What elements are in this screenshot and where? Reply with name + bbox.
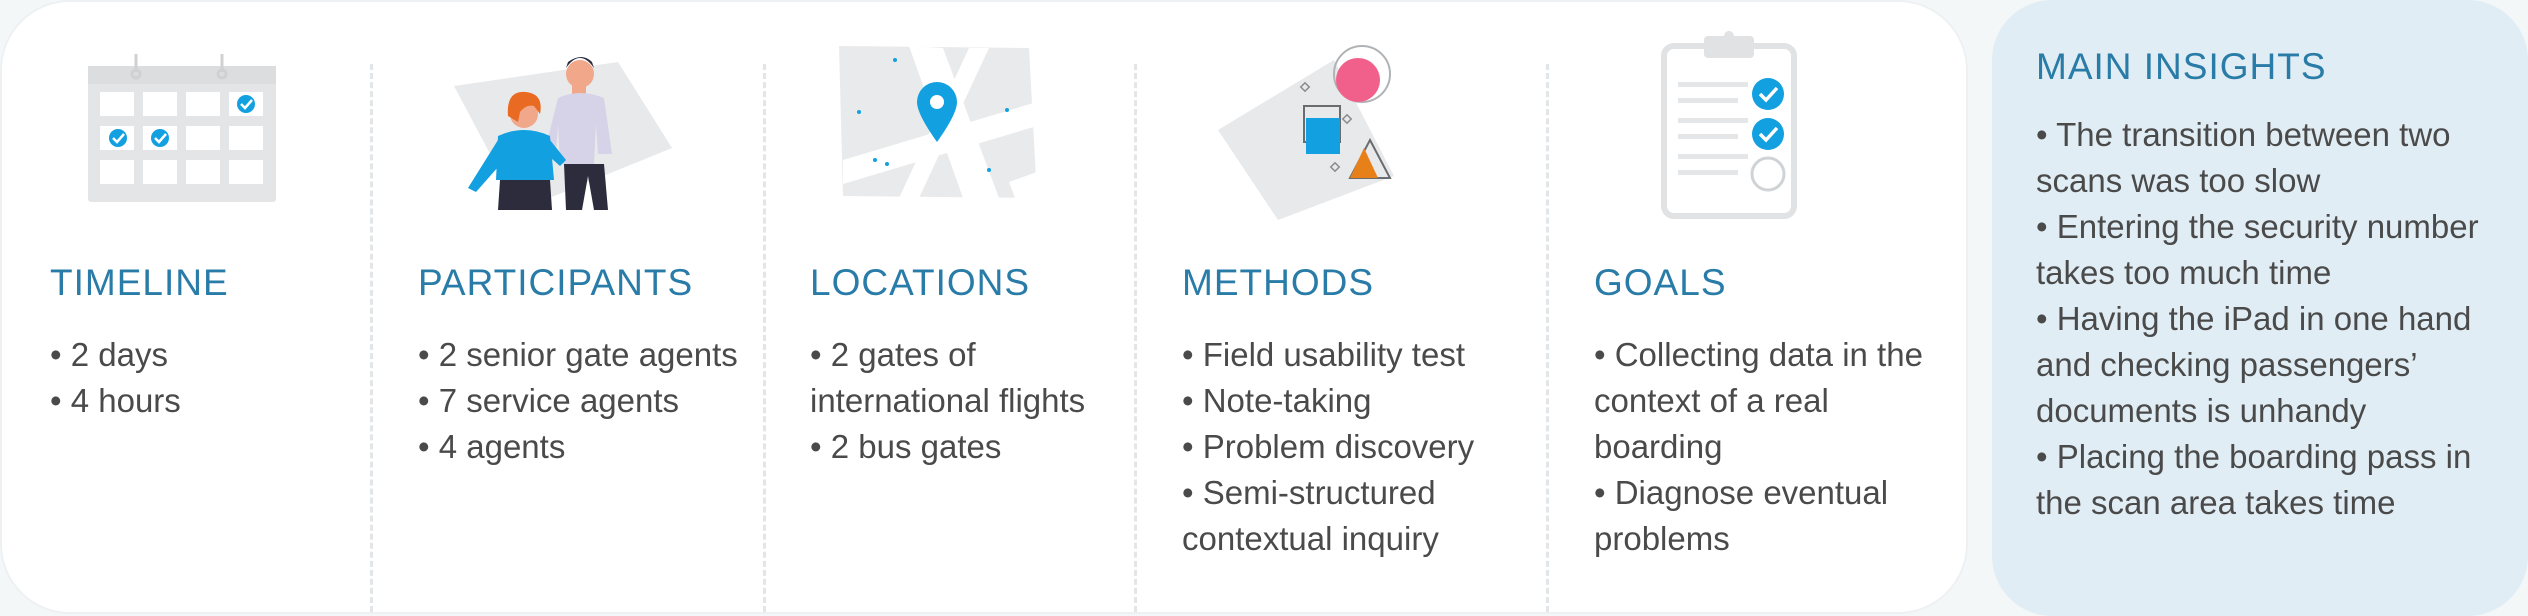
list-item: • 2 days (50, 336, 168, 373)
list-item: • 2 senior gate agents (418, 336, 738, 373)
list-item: • 4 hours (50, 382, 181, 419)
section-title: METHODS (1182, 262, 1374, 303)
section-divider (1546, 64, 1549, 612)
list-item: • Semi-structured contextual inquiry (1182, 474, 1439, 557)
section-timeline: TIMELINE • 2 days • 4 hours (0, 0, 370, 616)
insights-title: MAIN INSIGHTS (2036, 46, 2327, 87)
list-item: • Diagnose eventual problems (1594, 474, 1889, 557)
section-divider (1134, 64, 1137, 612)
list-item: • Note-taking (1182, 382, 1372, 419)
list-item: • Collecting data in the context of a re… (1594, 336, 1923, 465)
list-item: • Problem discovery (1182, 428, 1475, 465)
people-illustration (454, 57, 672, 210)
list-item: • The transition between two scans was t… (2036, 116, 2451, 199)
list-item: • 4 agents (418, 428, 566, 465)
section-goals: GOALS • Collecting data in the context o… (1546, 0, 1966, 616)
section-title: LOCATIONS (810, 262, 1031, 303)
section-locations: LOCATIONS • 2 gates of international fli… (763, 0, 1134, 616)
list-item: • 7 service agents (418, 382, 680, 419)
section-participants: PARTICIPANTS • 2 senior gate agents • 7 … (370, 0, 763, 616)
list-item: • 2 gates of international flights (810, 336, 1086, 419)
list-item: • 2 bus gates (810, 428, 1002, 465)
map-pin-icon (839, 46, 1037, 198)
insights-list: • The transition between two scans was t… (2036, 112, 2500, 526)
calendar-icon (88, 54, 276, 202)
list-item: • Placing the boarding pass in the scan … (2036, 438, 2472, 521)
section-title: TIMELINE (50, 262, 229, 303)
clipboard-checklist-icon (1661, 31, 1797, 219)
section-list: • Collecting data in the context of a re… (1594, 332, 1924, 562)
shapes-illustration (1218, 45, 1394, 220)
section-title: GOALS (1594, 262, 1727, 303)
section-list: • 2 days • 4 hours (50, 332, 350, 424)
section-list: • 2 gates of international flights • 2 b… (810, 332, 1132, 470)
section-list: • Field usability test • Note-taking • P… (1182, 332, 1542, 562)
list-item: • Entering the security number takes too… (2036, 208, 2479, 291)
section-divider (370, 64, 373, 612)
section-divider (763, 64, 766, 612)
insights-card (1992, 0, 2528, 616)
list-item: • Having the iPad in one hand and checki… (2036, 300, 2472, 429)
section-title: PARTICIPANTS (418, 262, 694, 303)
list-item: • Field usability test (1182, 336, 1465, 373)
section-list: • 2 senior gate agents • 7 service agent… (418, 332, 748, 470)
section-methods: METHODS • Field usability test • Note-ta… (1134, 0, 1546, 616)
